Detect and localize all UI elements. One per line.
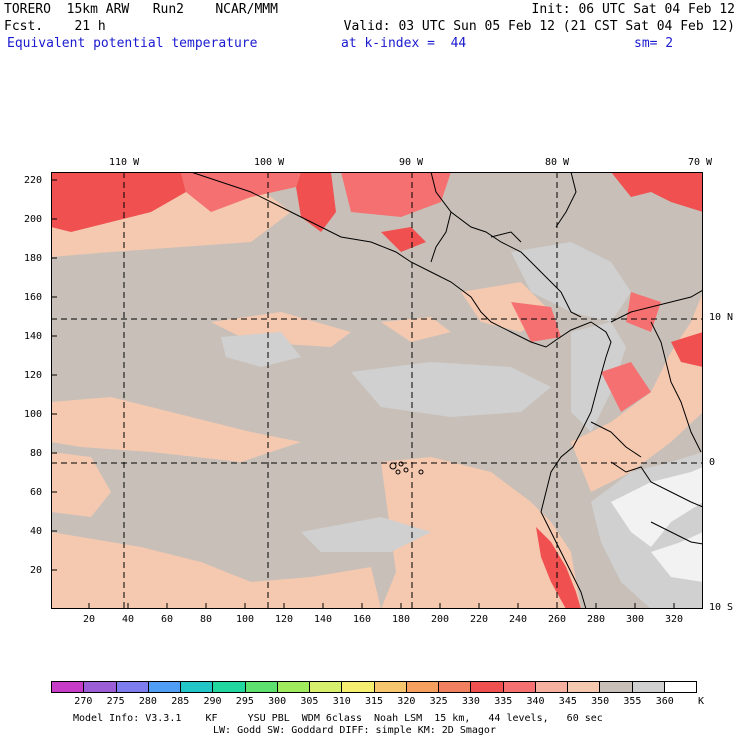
forecast-hour: Fcst. 21 h [4,19,106,34]
colorbar-label: 315 [365,696,384,707]
y-tick-label: 100 [24,409,43,420]
lat-label-10n: 10 N [709,312,734,323]
colorbar-label: 330 [461,696,480,707]
smoothing-value: sm= 2 [634,36,674,51]
y-tick-label: 120 [24,370,43,381]
lon-label-90w: 90 W [399,157,424,168]
lat-label-0: 0 [709,457,716,468]
colorbar-segment [52,682,85,692]
x-tick-label: 140 [314,614,333,625]
colorbar-label: 360 [655,696,674,707]
x-tick-label: 100 [236,614,255,625]
field-name: Equivalent potential temperature [7,36,258,51]
map-border [51,172,703,609]
x-tick-label: 120 [275,614,294,625]
colorbar-label: 310 [332,696,351,707]
theta-e-335-340-regions [181,172,661,412]
colorbar-segment [310,682,343,692]
colorbar-segment [406,682,439,692]
colorbar-segment [471,682,504,692]
colorbar-label: 325 [429,696,448,707]
colorbar-segment [213,682,246,692]
colorbar-label: 275 [106,696,125,707]
colorbar-segment [148,682,181,692]
colorbar-label: 300 [268,696,287,707]
colorbar-label: 355 [623,696,642,707]
x-tick-label: 220 [470,614,489,625]
colorbar-segment [342,682,375,692]
colorbar-label: 305 [300,696,319,707]
colorbar [51,681,697,693]
x-tick-label: 180 [392,614,411,625]
y-tick-label: 40 [30,526,43,537]
colorbar-segment [374,682,407,692]
colorbar-segment [439,682,472,692]
colorbar-label: 295 [235,696,254,707]
colorbar-label: 350 [591,696,610,707]
init-time: Init: 06 UTC Sat 04 Feb 12 [531,2,736,17]
y-tick-label: 20 [30,565,43,576]
colorbar-unit: K [698,696,705,707]
y-tick-label: 80 [30,448,43,459]
colorbar-segment [277,682,310,692]
lat-label-10s: 10 S [709,602,734,613]
x-tick-label: 260 [548,614,567,625]
theta-e-340-345-regions [51,182,703,609]
valid-time: Valid: 03 UTC Sun 05 Feb 12 (21 CST Sat … [343,19,735,34]
x-tick-label: 200 [431,614,450,625]
colorbar-label: 285 [171,696,190,707]
map-canvas [51,172,703,609]
y-tick-label: 60 [30,487,43,498]
colorbar-segment [568,682,601,692]
colorbar-segment [181,682,214,692]
colorbar-segment [600,682,633,692]
lon-label-70w: 70 W [688,157,713,168]
theta-e-330-335-regions [51,172,703,609]
colorbar-label: 280 [138,696,157,707]
galapagos-islands [389,461,424,475]
colorbar-label: 320 [397,696,416,707]
colorbar-segment [84,682,117,692]
model-run-title: TORERO 15km ARW Run2 NCAR/MMM [4,2,278,17]
colorbar-segment [116,682,149,692]
colorbar-label: 290 [203,696,222,707]
lat-lon-grid [51,172,703,609]
level-index: at k-index = 44 [341,36,467,51]
theta-e-355-360-regions [611,467,703,582]
colorbar-segment [664,682,696,692]
x-tick-label: 300 [626,614,645,625]
y-tick-label: 220 [24,175,43,186]
y-tick-label: 200 [24,214,43,225]
colorbar-segment [503,682,536,692]
physics-info: LW: Godd SW: Goddard DIFF: simple KM: 2D… [213,725,496,736]
theta-e-map [51,172,703,609]
model-info: Model Info: V3.3.1 KF YSU PBL WDM 6class… [73,713,603,724]
colorbar-label: 340 [526,696,545,707]
y-tick-label: 140 [24,331,43,342]
x-tick-label: 80 [200,614,213,625]
lon-label-110w: 110 W [109,157,140,168]
colorbar-segment [245,682,278,692]
x-tick-label: 60 [161,614,174,625]
x-tick-label: 280 [587,614,606,625]
lon-label-80w: 80 W [545,157,570,168]
x-tick-label: 160 [353,614,372,625]
colorbar-label: 270 [74,696,93,707]
colorbar-segment [535,682,568,692]
colorbar-label: 335 [494,696,513,707]
x-tick-label: 40 [122,614,135,625]
x-tick-label: 240 [509,614,528,625]
colorbar-label: 345 [558,696,577,707]
lon-label-100w: 100 W [254,157,285,168]
x-tick-label: 320 [665,614,684,625]
coastlines [190,172,703,609]
y-tick-label: 160 [24,292,43,303]
x-tick-label: 20 [83,614,96,625]
y-tick-label: 180 [24,253,43,264]
colorbar-segment [632,682,665,692]
